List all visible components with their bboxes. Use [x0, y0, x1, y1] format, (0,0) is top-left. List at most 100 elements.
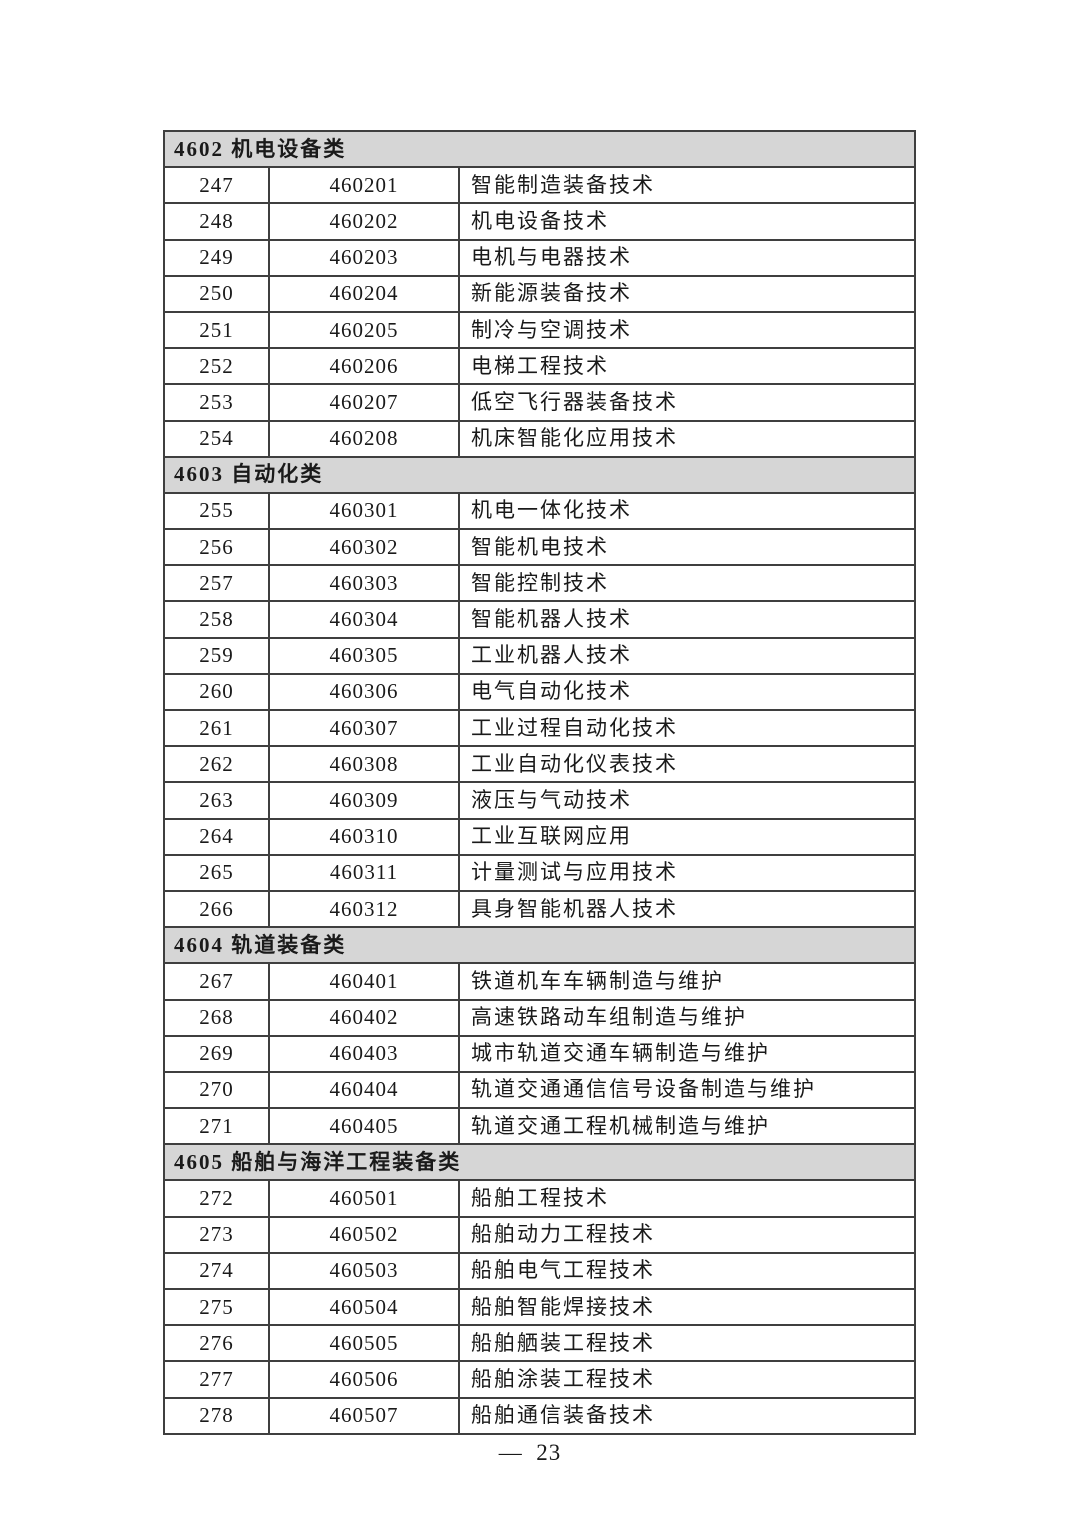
name-cell: 机电一体化技术	[457, 491, 917, 531]
seq-cell: 270	[163, 1070, 270, 1110]
seq-cell: 277	[163, 1360, 270, 1399]
seq-cell: 258	[163, 600, 270, 639]
name-cell: 新能源装备技术	[457, 274, 917, 313]
section-header: 4605 船舶与海洋工程装备类	[162, 1143, 917, 1182]
seq-cell: 264	[163, 817, 270, 856]
code-cell: 460304	[268, 600, 460, 639]
table-row: 256 460302 智能机电技术	[163, 528, 917, 567]
name-cell: 轨道交通工程机械制造与维护	[457, 1107, 917, 1146]
name-cell: 计量测试与应用技术	[457, 853, 917, 892]
section-header: 4602 机电设备类	[162, 129, 917, 169]
code-cell: 460404	[268, 1070, 460, 1110]
code-cell: 460305	[268, 636, 460, 675]
table-row: 252 460206 电梯工程技术	[163, 347, 917, 386]
seq-cell: 273	[163, 1215, 270, 1254]
code-cell: 460506	[268, 1360, 460, 1399]
code-cell: 460207	[268, 383, 460, 422]
code-cell: 460309	[268, 781, 460, 820]
section-header-row: 4604 轨道装备类	[162, 926, 917, 965]
table-row: 253 460207 低空飞行器装备技术	[163, 383, 917, 422]
code-cell: 460401	[268, 962, 460, 1001]
table-row: 254 460208 机床智能化应用技术	[163, 419, 917, 458]
code-cell: 460203	[268, 238, 460, 277]
name-cell: 船舶舾装工程技术	[457, 1324, 917, 1363]
seq-cell: 253	[163, 383, 270, 422]
table-row: 266 460312 具身智能机器人技术	[163, 889, 917, 929]
table-row: 260 460306 电气自动化技术	[163, 672, 917, 712]
code-cell: 460303	[268, 564, 460, 603]
seq-cell: 269	[163, 1034, 270, 1073]
seq-cell: 263	[163, 781, 270, 820]
name-cell: 机床智能化应用技术	[457, 419, 917, 458]
code-cell: 460306	[268, 672, 460, 712]
seq-cell: 271	[163, 1107, 270, 1146]
seq-cell: 262	[163, 745, 270, 784]
name-cell: 机电设备技术	[457, 202, 917, 241]
name-cell: 工业互联网应用	[457, 817, 917, 856]
code-cell: 460205	[268, 310, 460, 350]
seq-cell: 256	[163, 528, 270, 567]
table-row: 251 460205 制冷与空调技术	[163, 310, 917, 350]
name-cell: 工业过程自动化技术	[457, 708, 917, 748]
table-row: 264 460310 工业互联网应用	[163, 817, 917, 856]
seq-cell: 248	[163, 202, 270, 241]
seq-cell: 267	[163, 962, 270, 1001]
table-row: 271 460405 轨道交通工程机械制造与维护	[163, 1107, 917, 1146]
name-cell: 船舶通信装备技术	[457, 1396, 917, 1435]
code-cell: 460402	[268, 998, 460, 1037]
name-cell: 船舶工程技术	[457, 1179, 917, 1218]
seq-cell: 261	[163, 708, 270, 748]
name-cell: 低空飞行器装备技术	[457, 383, 917, 422]
code-cell: 460503	[268, 1251, 460, 1291]
section-header: 4604 轨道装备类	[162, 926, 917, 965]
code-cell: 460403	[268, 1034, 460, 1073]
code-cell: 460201	[268, 166, 460, 205]
table-row: 269 460403 城市轨道交通车辆制造与维护	[163, 1034, 917, 1073]
code-cell: 460208	[268, 419, 460, 458]
name-cell: 智能制造装备技术	[457, 166, 917, 205]
code-cell: 460301	[268, 491, 460, 531]
section-header-row: 4603 自动化类	[162, 455, 917, 494]
table-row: 249 460203 电机与电器技术	[163, 238, 917, 277]
table-row: 276 460505 船舶舾装工程技术	[163, 1324, 917, 1363]
name-cell: 工业自动化仪表技术	[457, 745, 917, 784]
code-cell: 460311	[268, 853, 460, 892]
code-cell: 460312	[268, 889, 460, 929]
name-cell: 电机与电器技术	[457, 238, 917, 277]
seq-cell: 260	[163, 672, 270, 712]
table-row: 250 460204 新能源装备技术	[163, 274, 917, 313]
table-row: 263 460309 液压与气动技术	[163, 781, 917, 820]
table-row: 247 460201 智能制造装备技术	[163, 166, 917, 205]
code-cell: 460307	[268, 708, 460, 748]
name-cell: 高速铁路动车组制造与维护	[457, 998, 917, 1037]
code-cell: 460204	[268, 274, 460, 313]
section-header: 4603 自动化类	[162, 455, 917, 494]
name-cell: 城市轨道交通车辆制造与维护	[457, 1034, 917, 1073]
majors-table-body: 4602 机电设备类 247 460201 智能制造装备技术 248 460202 机电设备…	[162, 129, 917, 1435]
page-number: — 23	[498, 1440, 562, 1465]
section-header-row: 4602 机电设备类	[162, 129, 917, 169]
seq-cell: 272	[163, 1179, 270, 1218]
seq-cell: 255	[163, 491, 270, 531]
seq-cell: 268	[163, 998, 270, 1037]
table-row: 267 460401 铁道机车车辆制造与维护	[163, 962, 917, 1001]
code-cell: 460308	[268, 745, 460, 784]
seq-cell: 254	[163, 419, 270, 458]
name-cell: 铁道机车车辆制造与维护	[457, 962, 917, 1001]
table-row: 265 460311 计量测试与应用技术	[163, 853, 917, 892]
seq-cell: 252	[163, 347, 270, 386]
name-cell: 船舶电气工程技术	[457, 1251, 917, 1291]
name-cell: 智能机电技术	[457, 528, 917, 567]
table-row: 268 460402 高速铁路动车组制造与维护	[163, 998, 917, 1037]
name-cell: 智能机器人技术	[457, 600, 917, 639]
seq-cell: 274	[163, 1251, 270, 1291]
code-cell: 460302	[268, 528, 460, 567]
name-cell: 液压与气动技术	[457, 781, 917, 820]
table-row: 270 460404 轨道交通通信信号设备制造与维护	[163, 1070, 917, 1110]
name-cell: 船舶涂装工程技术	[457, 1360, 917, 1399]
seq-cell: 266	[163, 889, 270, 929]
code-cell: 460505	[268, 1324, 460, 1363]
table-row: 262 460308 工业自动化仪表技术	[163, 745, 917, 784]
name-cell: 船舶智能焊接技术	[457, 1287, 917, 1327]
